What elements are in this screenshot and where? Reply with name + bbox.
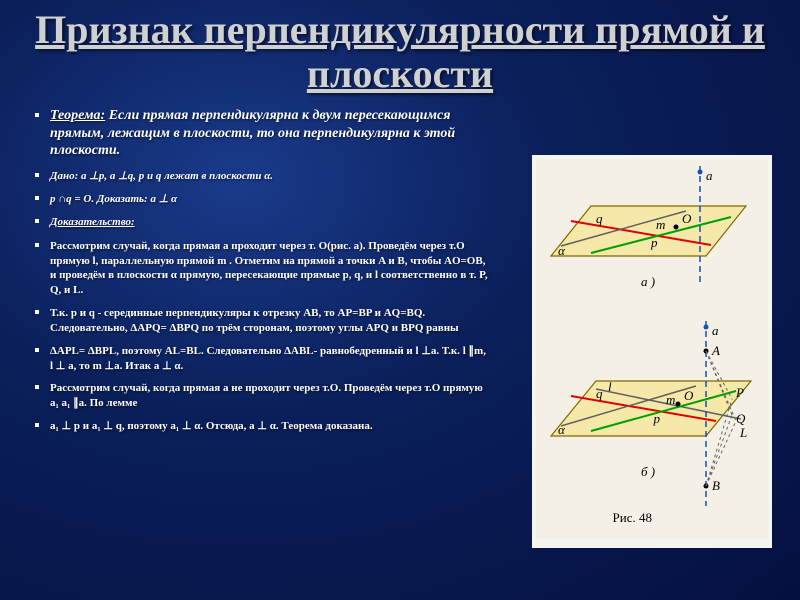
svg-text:O: O [684,388,694,403]
svg-text:q: q [596,386,603,401]
svg-text:L: L [739,425,747,440]
proof-para-2: Т.к. p и q - серединные перпендикуляры к… [50,306,490,336]
svg-text:a: a [712,323,719,338]
figure-diagram: Oαqpmaа )OαqpmalABPQLб ) Рис. 48 [532,155,772,548]
svg-text:m: m [656,217,665,232]
proof-para-5: a₁ ⊥ p и a₁ ⊥ q, поэтому a₁ ⊥ α. Отсюда,… [50,419,490,434]
svg-text:l: l [608,379,612,394]
svg-text:q: q [596,211,603,226]
svg-text:Q: Q [736,411,746,426]
theorem-lead: Теорема: [50,108,105,123]
proof-heading: Доказательство: [50,215,490,230]
svg-text:O: O [682,211,692,226]
content-column: Теорема: Если прямая перпендикулярна к д… [0,106,510,434]
geometry-figure-svg: Oαqpmaа )OαqpmalABPQLб ) [536,159,768,539]
svg-text:m: m [666,392,675,407]
svg-text:а ): а ) [641,274,655,289]
svg-text:p: p [653,411,661,426]
proof-para-4: Рассмотрим случай, когда прямая a не про… [50,381,490,411]
svg-text:B: B [712,478,720,493]
given-line: Дано: a ⊥p, a ⊥q, p и q лежат в плоскост… [50,169,490,184]
svg-text:α: α [558,243,566,258]
prove-line: p ∩q = O. Доказать: a ⊥ α [50,192,490,207]
theorem-text: Если прямая перпендикулярна к двум перес… [50,108,455,158]
theorem-statement: Теорема: Если прямая перпендикулярна к д… [50,107,490,160]
page-title: Признак перпендикулярности прямой и плос… [0,0,800,106]
figure-caption: Рис. 48 [613,510,652,526]
svg-text:p: p [650,235,658,250]
svg-text:a: a [706,168,713,183]
proof-para-1: Рассмотрим случай, когда прямая a проход… [50,239,490,298]
svg-text:P: P [735,385,744,400]
svg-text:α: α [558,422,566,437]
proof-para-3: ΔAPL= ΔBPL, поэтому AL=BL. Следовательно… [50,344,490,374]
svg-text:б ): б ) [641,464,655,479]
svg-text:A: A [711,343,720,358]
